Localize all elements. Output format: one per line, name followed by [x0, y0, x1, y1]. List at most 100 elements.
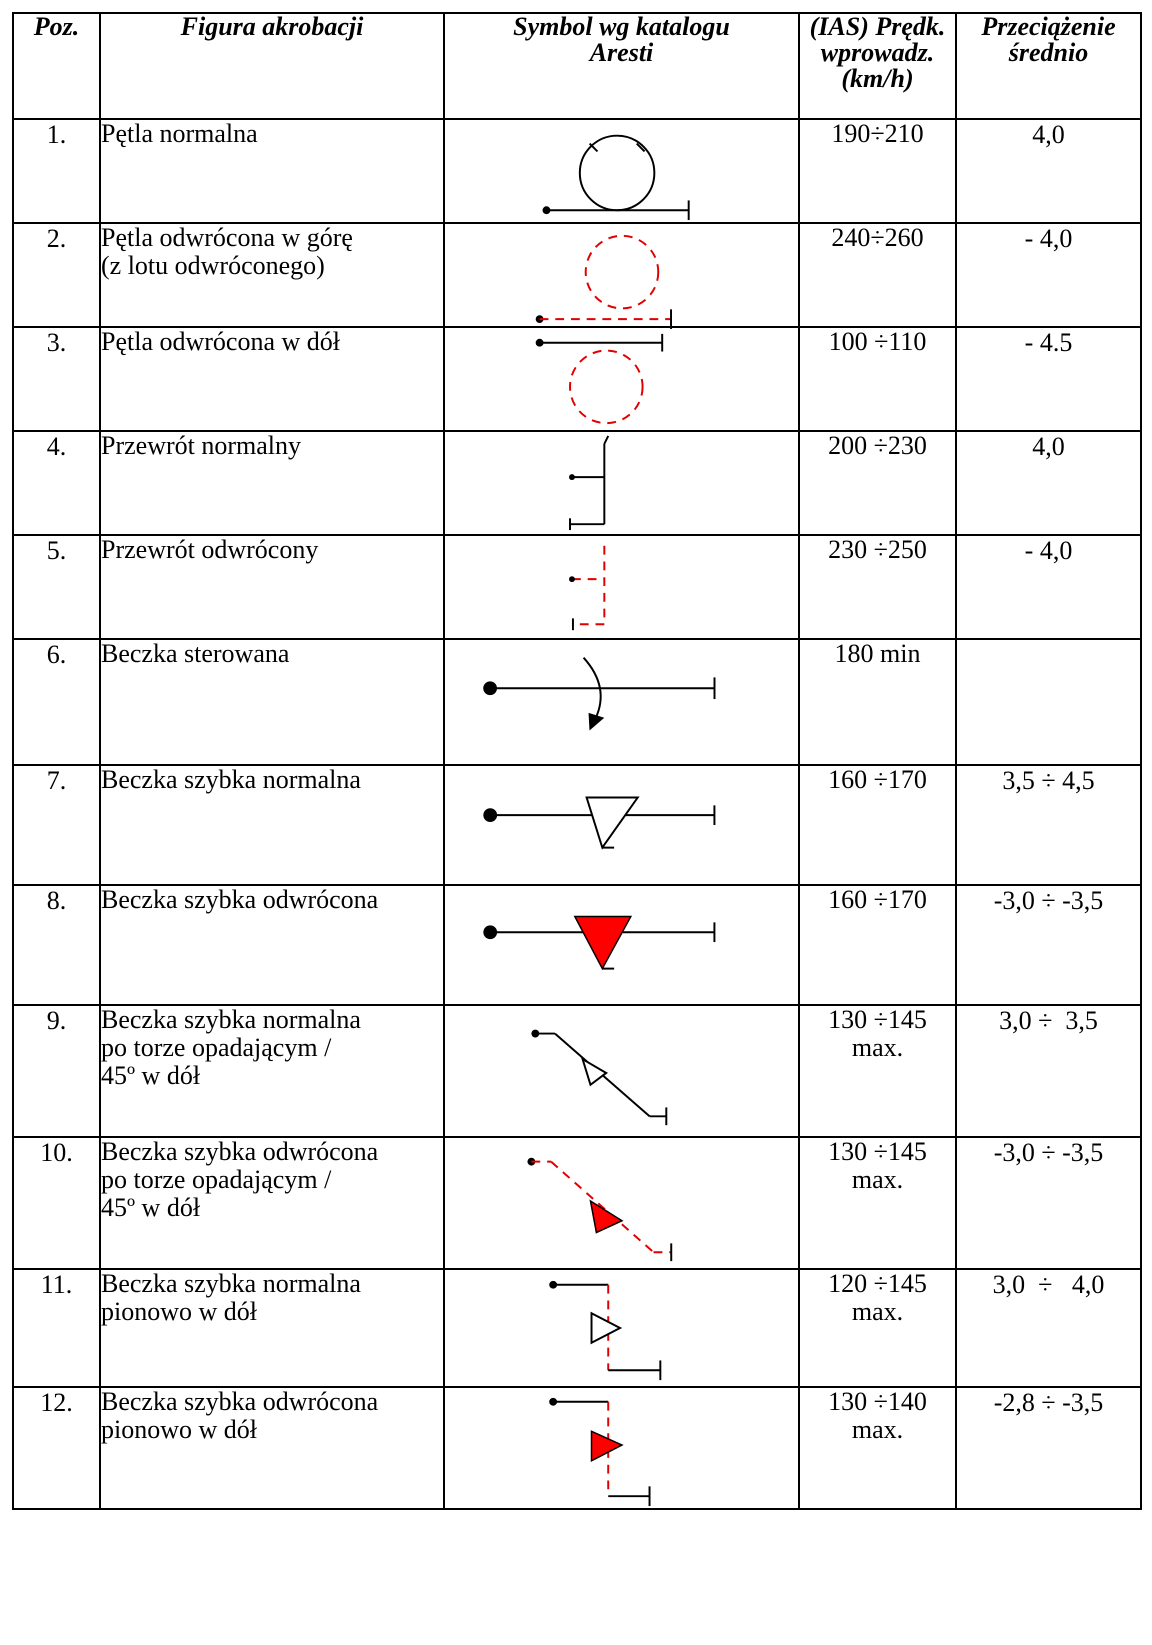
aresti-symbol-cell: [443, 638, 800, 766]
entry-dot: [531, 1029, 540, 1038]
header-g-line1: Przeciążenie: [981, 12, 1116, 41]
aresti-symbol-cell: [443, 534, 800, 640]
aresti-symbol-snap-vertical-normal: [549, 1280, 662, 1381]
row-position: 4.: [12, 430, 101, 536]
figure-name-line: Beczka sterowana: [101, 639, 290, 668]
entry-speed-line: 160 ÷170: [828, 885, 927, 914]
figure-name: Pętla normalna: [99, 118, 445, 224]
aresti-symbol-cell: [443, 884, 800, 1006]
entry-speed: 240÷260: [798, 222, 957, 328]
aresti-symbol-cell: [443, 430, 800, 536]
average-g-load: - 4,0: [955, 534, 1142, 640]
row-position: 1.: [12, 118, 101, 224]
figure-name: Beczka szybka odwrócona: [99, 884, 445, 1006]
figure-name: Beczka szybka normalna: [99, 764, 445, 886]
aresti-symbol-split-s-inverted: [569, 545, 606, 631]
row-position: 9.: [12, 1004, 101, 1138]
aresti-symbol-cell: [443, 764, 800, 886]
aresti-symbol-snap-roll-normal: [483, 796, 716, 850]
header-speed-line1: (IAS) Prędk.: [809, 12, 946, 41]
entry-speed: 130 ÷145 max.: [798, 1136, 957, 1270]
header-speed: (IAS) Prędk. wprowadz. (km/h): [798, 12, 957, 120]
table-row: 12. Beczka szybka odwrócona pionowo w dół …: [12, 1386, 1142, 1510]
entry-speed: 130 ÷140 max.: [798, 1386, 957, 1510]
average-g-load: 4,0: [955, 118, 1142, 224]
header-g-load: Przeciążenie średnio: [955, 12, 1142, 120]
figure-name-line: Przewrót odwrócony: [101, 535, 319, 564]
table-row: 1. Pętla normalna 190÷210 4,0: [12, 118, 1142, 224]
figure-name-line: Pętla normalna: [101, 119, 258, 148]
aresti-symbol-cell: [443, 326, 800, 432]
figure-name-line: Beczka szybka odwrócona: [101, 1137, 379, 1166]
entry-speed: 200 ÷230: [798, 430, 957, 536]
aresti-symbol-split-s-normal: [569, 435, 610, 531]
header-symbol-line1: Symbol wg katalogu: [513, 12, 730, 41]
header-symbol-line2: Aresti: [589, 38, 654, 67]
table-row: 9. Beczka szybka normalna po torze opadają…: [12, 1004, 1142, 1138]
row-position: 5.: [12, 534, 101, 640]
header-pos: Poz.: [12, 12, 101, 120]
entry-speed-line: max.: [851, 1165, 904, 1194]
figure-name: Beczka szybka odwrócona pionowo w dół: [99, 1386, 445, 1510]
entry-speed-line: 160 ÷170: [828, 765, 927, 794]
entry-speed-line: 200 ÷230: [828, 431, 927, 460]
figure-name-line: Beczka szybka normalna: [101, 765, 361, 794]
entry-speed: 180 min: [798, 638, 957, 766]
entry-speed: 100 ÷110: [798, 326, 957, 432]
figure-name-line: Przewrót normalny: [101, 431, 302, 460]
entry-speed-line: 180 min: [834, 639, 921, 668]
entry-speed-line: 120 ÷145: [828, 1269, 927, 1298]
entry-speed: 160 ÷170: [798, 764, 957, 886]
entry-dot: [569, 576, 575, 583]
header-speed-line2: wprowadz.: [820, 38, 935, 67]
entry-dot: [527, 1157, 536, 1166]
figure-name-line: 45º w dół: [101, 1061, 201, 1090]
aresti-symbol-cell: [443, 1268, 800, 1388]
average-g-load: 3,0 ÷ 4,0: [955, 1268, 1142, 1388]
figure-name-line: pionowo w dół: [101, 1415, 257, 1444]
entry-speed-line: 190÷210: [831, 119, 924, 148]
average-g-load: 3,0 ÷ 3,5: [955, 1004, 1142, 1138]
entry-speed-line: 100 ÷110: [828, 327, 927, 356]
average-g-load: -3,0 ÷ -3,5: [955, 884, 1142, 1006]
header-figure: Figura akrobacji: [99, 12, 445, 120]
aresti-symbol-cell: [443, 1004, 800, 1138]
figure-name-line: Beczka szybka normalna: [101, 1005, 361, 1034]
average-g-load: 4,0: [955, 430, 1142, 536]
aresti-symbol-snap-45-inverted: [527, 1157, 673, 1262]
aresti-symbol-snap-vertical-inverted: [549, 1397, 651, 1507]
table-row: 4. Przewrót normalny 200 ÷230 4,0: [12, 430, 1142, 536]
figure-name-line: Beczka szybka odwrócona: [101, 885, 379, 914]
aresti-symbol-snap-45-normal: [531, 1029, 668, 1126]
header-g-line2: średnio: [1008, 38, 1089, 67]
aresti-symbol-cell: [443, 222, 800, 329]
entry-speed: 190÷210: [798, 118, 957, 224]
entry-speed: 230 ÷250: [798, 534, 957, 640]
aresti-symbol-loop-normal: [542, 134, 690, 221]
aresti-symbol-aileron-roll: [483, 657, 716, 731]
table-row: 11. Beczka szybka normalna pionowo w dół 1…: [12, 1268, 1142, 1388]
figure-name: Pętla odwrócona w dół: [99, 326, 445, 432]
aresti-symbol-loop-inverted-up: [535, 234, 673, 329]
figure-name: Beczka szybka normalna po torze opadający…: [99, 1004, 445, 1138]
average-g-load: 3,5 ÷ 4,5: [955, 764, 1142, 886]
figure-name: Beczka sterowana: [99, 638, 445, 766]
figure-name: Pętla odwrócona w górę (z lotu odwróconeg…: [99, 222, 445, 328]
figure-name-line: (z lotu odwróconego): [101, 251, 325, 280]
average-g-load: -3,0 ÷ -3,5: [955, 1136, 1142, 1270]
header-speed-line3: (km/h): [841, 64, 914, 93]
row-position: 3.: [12, 326, 101, 432]
entry-speed-line: 130 ÷140: [828, 1387, 927, 1416]
entry-dot: [569, 474, 575, 481]
figure-name: Beczka szybka normalna pionowo w dół: [99, 1268, 445, 1388]
figure-name: Beczka szybka odwrócona po torze opadając…: [99, 1136, 445, 1270]
average-g-load: -2,8 ÷ -3,5: [955, 1386, 1142, 1510]
figure-name-line: Pętla odwrócona w dół: [101, 327, 341, 356]
table-row: 10. Beczka szybka odwrócona po torze opada…: [12, 1136, 1142, 1270]
row-position: 8.: [12, 884, 101, 1006]
entry-speed-line: max.: [851, 1297, 904, 1326]
aresti-symbol-loop-inverted-down: [535, 333, 664, 425]
header-row: Poz. Figura akrobacji Symbol wg katalogu…: [12, 12, 1142, 120]
figure-name-line: 45º w dół: [101, 1193, 201, 1222]
figure-name-line: Pętla odwrócona w górę: [101, 223, 353, 252]
